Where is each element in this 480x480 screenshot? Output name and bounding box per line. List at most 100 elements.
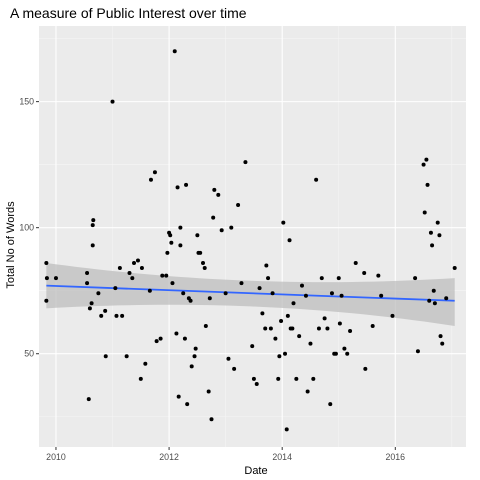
data-point	[437, 233, 442, 238]
data-point	[415, 349, 420, 354]
data-point	[209, 417, 214, 422]
data-point	[85, 281, 90, 286]
data-point	[178, 225, 183, 230]
data-point	[277, 354, 282, 359]
data-point	[333, 351, 338, 356]
data-point	[444, 296, 449, 301]
x-tick-label: 2010	[46, 452, 66, 462]
data-point	[266, 276, 271, 281]
data-points	[44, 49, 457, 432]
data-point	[117, 266, 122, 271]
data-point	[239, 281, 244, 286]
data-point	[114, 313, 119, 318]
data-point	[435, 220, 440, 225]
data-point	[236, 202, 241, 207]
data-point	[229, 225, 234, 230]
plot-panel	[39, 26, 466, 447]
data-point	[44, 260, 49, 265]
data-point	[268, 326, 273, 331]
x-tick-label: 2014	[272, 452, 292, 462]
data-point	[53, 276, 58, 281]
data-point	[96, 291, 101, 296]
data-point	[283, 351, 288, 356]
data-point	[363, 366, 368, 371]
data-point	[276, 376, 281, 381]
data-point	[223, 291, 228, 296]
data-point	[342, 346, 347, 351]
data-point	[89, 301, 94, 306]
data-point	[103, 354, 108, 359]
data-point	[390, 313, 395, 318]
data-point	[211, 215, 216, 220]
data-point	[86, 397, 91, 402]
data-point	[124, 354, 129, 359]
data-point	[87, 306, 92, 311]
data-point	[189, 364, 194, 369]
data-point	[216, 192, 221, 197]
data-point	[287, 238, 292, 243]
data-point	[138, 376, 143, 381]
data-point	[353, 260, 358, 265]
data-point	[212, 187, 217, 192]
data-point	[165, 250, 170, 255]
data-point	[257, 286, 262, 291]
data-point	[430, 243, 435, 248]
data-point	[184, 182, 189, 187]
data-point	[322, 316, 327, 321]
data-point	[243, 160, 248, 165]
y-tick-label: 150	[19, 97, 34, 107]
data-point	[308, 341, 313, 346]
data-point	[99, 313, 104, 318]
data-point	[424, 157, 429, 162]
data-point	[370, 323, 375, 328]
data-point	[127, 271, 132, 276]
data-point	[158, 336, 163, 341]
data-point	[362, 271, 367, 276]
data-point	[440, 341, 445, 346]
data-point	[175, 185, 180, 190]
data-point	[290, 326, 295, 331]
data-point	[91, 218, 96, 223]
data-point	[203, 323, 208, 328]
y-axis-title: Total No of Words	[5, 201, 17, 289]
data-point	[297, 334, 302, 339]
confidence-ribbon	[46, 262, 455, 326]
data-point	[425, 182, 430, 187]
data-point	[113, 286, 118, 291]
data-point	[178, 243, 183, 248]
data-point	[422, 210, 427, 215]
data-point	[219, 228, 224, 233]
data-point	[164, 273, 169, 278]
data-point	[348, 329, 353, 334]
data-point	[120, 313, 125, 318]
data-point	[226, 356, 231, 361]
data-point	[337, 321, 342, 326]
data-point	[250, 344, 255, 349]
data-point	[195, 233, 200, 238]
data-point	[110, 99, 115, 104]
y-tick-label: 100	[19, 223, 34, 233]
data-point	[305, 389, 310, 394]
data-point	[185, 402, 190, 407]
data-point	[376, 273, 381, 278]
data-point	[438, 334, 443, 339]
x-axis-ticks: 2010 2012 2014 2016	[46, 447, 405, 462]
data-point	[172, 49, 177, 54]
data-point	[263, 326, 268, 331]
data-point	[44, 276, 49, 281]
data-point	[427, 298, 432, 303]
data-point	[264, 263, 269, 268]
y-axis-ticks: 50 100 150	[19, 97, 39, 359]
data-point	[311, 376, 316, 381]
data-point	[135, 258, 140, 263]
data-point	[103, 308, 108, 313]
data-point	[254, 381, 259, 386]
data-point	[207, 296, 212, 301]
data-point	[169, 240, 174, 245]
data-point	[294, 376, 299, 381]
data-point	[139, 266, 144, 271]
x-tick-label: 2016	[386, 452, 406, 462]
data-point	[421, 162, 426, 167]
data-point	[432, 301, 437, 306]
